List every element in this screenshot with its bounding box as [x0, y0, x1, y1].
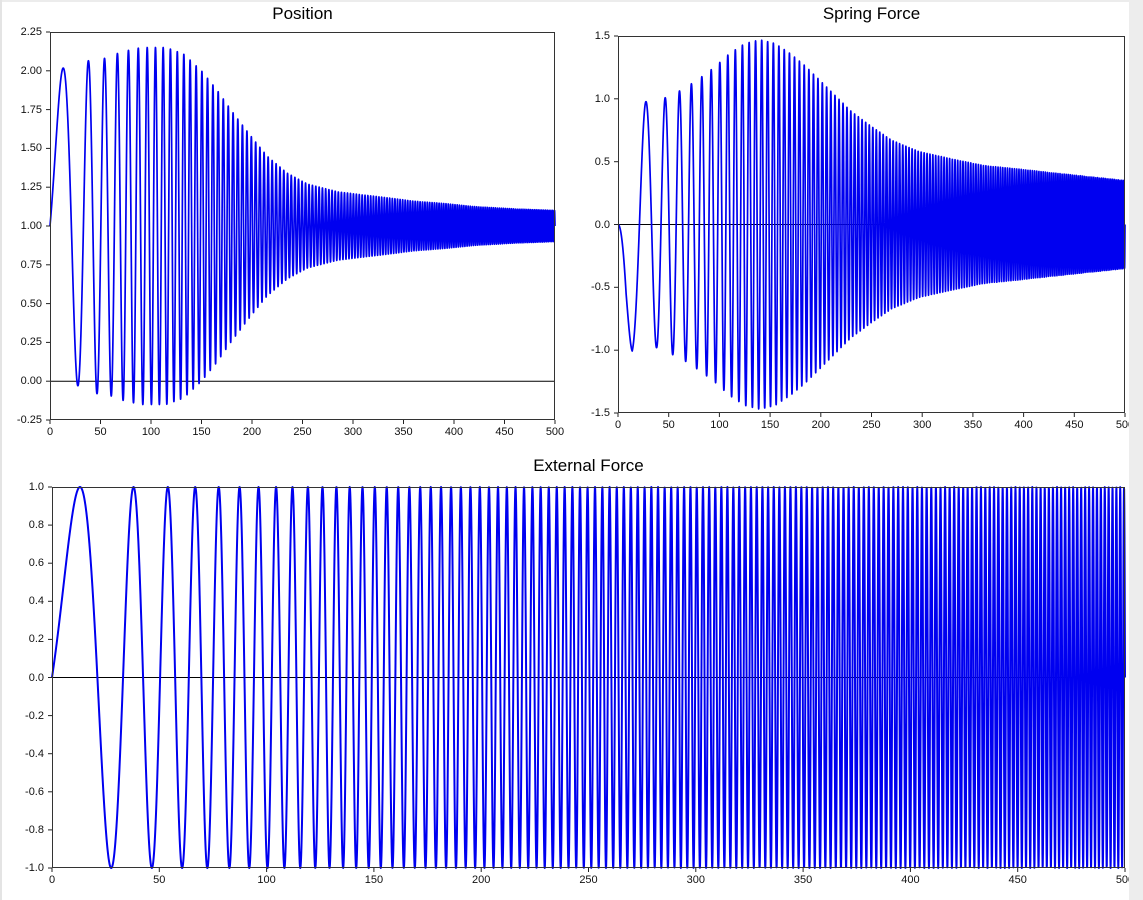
x-tick-label: 50: [94, 426, 107, 438]
y-tick-label: 1.25: [20, 181, 42, 194]
y-tick-label: -0.25: [16, 414, 42, 426]
y-tick-label: 2.00: [20, 64, 42, 77]
x-tick-label: 0: [614, 419, 622, 431]
y-tick-label: 1.0: [28, 481, 44, 493]
position-series-line: [49, 46, 556, 406]
y-tick-label: 0.5: [594, 155, 610, 168]
position-plot-area: [46, 31, 556, 424]
spring-force-axes-frame: [618, 36, 1125, 413]
y-tick-label: -1.0: [25, 862, 44, 874]
x-tick-label: 250: [579, 874, 598, 886]
x-tick-label: 150: [760, 419, 780, 431]
y-tick-label: 1.0: [594, 92, 610, 105]
position-axes-frame: [50, 32, 555, 420]
y-tick-label: -0.8: [25, 823, 44, 836]
x-tick-label: 400: [444, 426, 464, 438]
x-tick-label: 350: [793, 874, 813, 886]
x-tick-label: 300: [686, 874, 705, 886]
position-chart-title: Position: [272, 4, 333, 23]
spring-force-chart-title: Spring Force: [822, 4, 921, 23]
x-tick-label: 100: [710, 419, 729, 431]
y-tick-label: 0.50: [20, 297, 42, 310]
external-force-plot-area: [48, 486, 1126, 872]
y-tick-label: -0.6: [25, 785, 44, 798]
x-tick-label: 100: [141, 426, 161, 438]
y-tick-label: 0.4: [28, 595, 44, 608]
x-tick-label: 350: [963, 419, 983, 431]
x-tick-label: 150: [192, 426, 211, 438]
y-tick-label: -0.4: [25, 747, 44, 760]
y-tick-label: -1.0: [591, 344, 610, 357]
y-tick-label: 1.75: [20, 103, 42, 116]
external-force-axes-frame: [52, 487, 1125, 868]
y-tick-label: 0.2: [28, 633, 44, 646]
x-tick-label: 400: [1014, 419, 1033, 431]
x-tick-label: 250: [862, 419, 881, 431]
y-tick-label: 2.25: [20, 26, 42, 38]
external-force-chart: 0 50 100 150 200 250 300 350 400 450 500 1.0 0.8 0.6 0…: [25, 481, 1134, 886]
x-tick-label: 150: [364, 874, 384, 886]
x-tick-label: 200: [811, 419, 830, 431]
x-tick-label: 350: [394, 426, 413, 438]
y-tick-label: 0.75: [20, 258, 42, 271]
y-tick-label: -0.2: [25, 709, 44, 722]
y-tick-label: 0.6: [28, 557, 44, 570]
x-tick-label: 0: [48, 874, 56, 886]
y-tick-label: -0.5: [591, 281, 610, 294]
x-tick-label: 100: [257, 874, 276, 886]
x-tick-label: 50: [153, 874, 166, 886]
x-tick-label: 450: [1008, 874, 1027, 886]
x-tick-label: 50: [662, 419, 675, 431]
x-tick-label: 450: [495, 426, 514, 438]
window-right-strip: [1129, 0, 1143, 900]
x-tick-label: 450: [1065, 419, 1084, 431]
x-tick-label: 200: [472, 874, 491, 886]
y-tick-label: 1.50: [20, 142, 42, 155]
y-tick-label: 0.0: [594, 218, 610, 231]
y-tick-label: 0.0: [28, 671, 44, 684]
spring-force-series-line: [617, 39, 1126, 410]
external-force-chart-title: External Force: [533, 456, 644, 475]
window-left-edge: [0, 0, 2, 900]
y-tick-label: 0.00: [20, 375, 42, 388]
x-tick-label: 200: [242, 426, 262, 438]
y-tick-label: 1.00: [20, 220, 42, 232]
y-tick-label: 0.25: [20, 336, 42, 349]
x-tick-label: 300: [913, 419, 932, 431]
y-tick-label: -1.5: [591, 407, 610, 419]
external-force-series-line: [51, 486, 1126, 869]
x-tick-label: 500: [545, 426, 565, 438]
y-tick-label: 1.5: [594, 30, 610, 42]
spring-force-chart: 0 50 100 150 200 250 300 350 400 450 500 1.5 1.0 0.5 0…: [591, 30, 1134, 431]
window-top-edge: [0, 0, 1143, 2]
y-tick-label: 0.8: [28, 519, 44, 532]
x-tick-label: 250: [293, 426, 312, 438]
x-tick-label: 400: [901, 874, 920, 886]
x-tick-label: 300: [343, 426, 363, 438]
position-chart: 0 50 100 150 200 250 300 350 400 450 500 2.25 2.00 1.…: [17, 26, 564, 438]
x-tick-label: 0: [46, 426, 54, 438]
spring-force-plot-area: [614, 35, 1126, 417]
